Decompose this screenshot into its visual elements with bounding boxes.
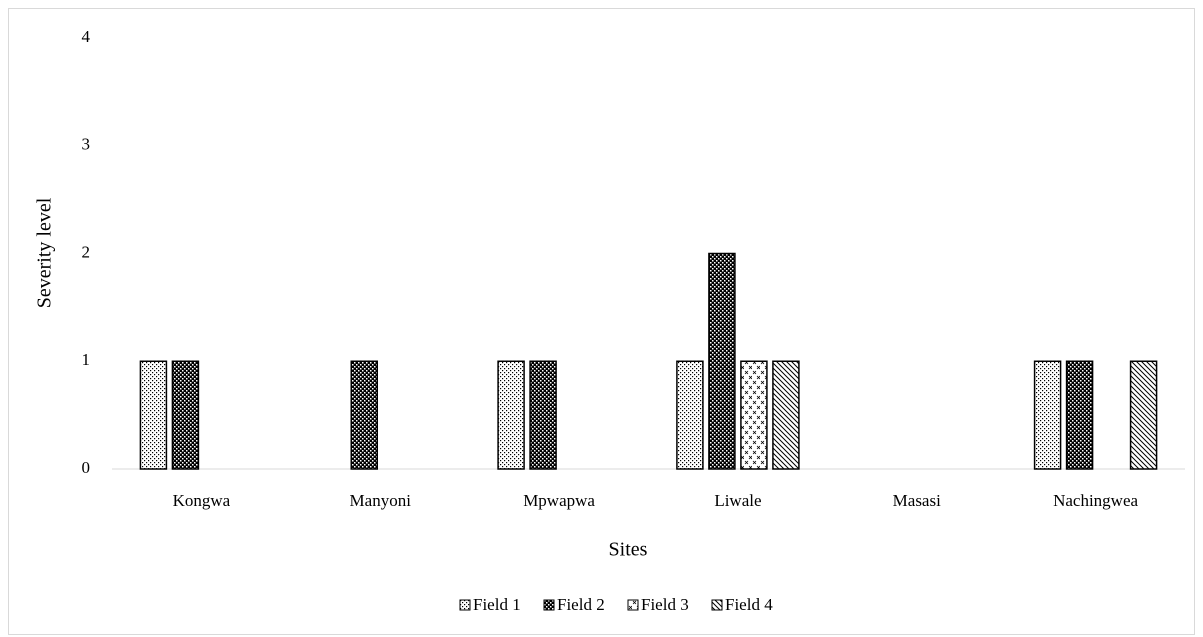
legend-swatch	[627, 599, 639, 611]
legend-swatch	[459, 599, 471, 611]
legend-label: Field 4	[725, 595, 773, 614]
legend-swatch	[711, 599, 723, 611]
x-axis-title: Sites	[609, 539, 648, 561]
bar	[1033, 360, 1062, 470]
bar	[772, 360, 800, 470]
y-tick-label: 0	[82, 458, 91, 477]
x-tick-label: Mpwapwa	[523, 491, 595, 510]
bar	[171, 360, 200, 470]
x-tick-label: Kongwa	[173, 491, 231, 510]
bar	[1065, 360, 1094, 470]
bar	[1129, 360, 1158, 470]
y-tick-label: 1	[82, 350, 91, 369]
x-tick-label: Manyoni	[350, 491, 412, 510]
bar	[740, 360, 768, 470]
legend-label: Field 3	[641, 595, 689, 614]
bar	[139, 360, 168, 470]
y-axis-title: Severity level	[34, 197, 56, 308]
bar	[676, 360, 704, 470]
chart-frame	[8, 8, 1195, 635]
legend-label: Field 2	[557, 595, 605, 614]
bar	[350, 360, 378, 470]
x-tick-label: Nachingwea	[1053, 491, 1138, 510]
x-tick-label: Liwale	[714, 491, 761, 510]
legend-label: Field 1	[473, 595, 521, 614]
bar	[497, 360, 525, 470]
y-tick-label: 4	[82, 27, 91, 46]
bar	[708, 252, 736, 470]
y-tick-label: 2	[82, 242, 91, 261]
y-tick-label: 3	[82, 135, 91, 154]
bar	[529, 360, 557, 470]
legend-swatch	[543, 599, 555, 611]
x-tick-label: Masasi	[893, 491, 941, 510]
